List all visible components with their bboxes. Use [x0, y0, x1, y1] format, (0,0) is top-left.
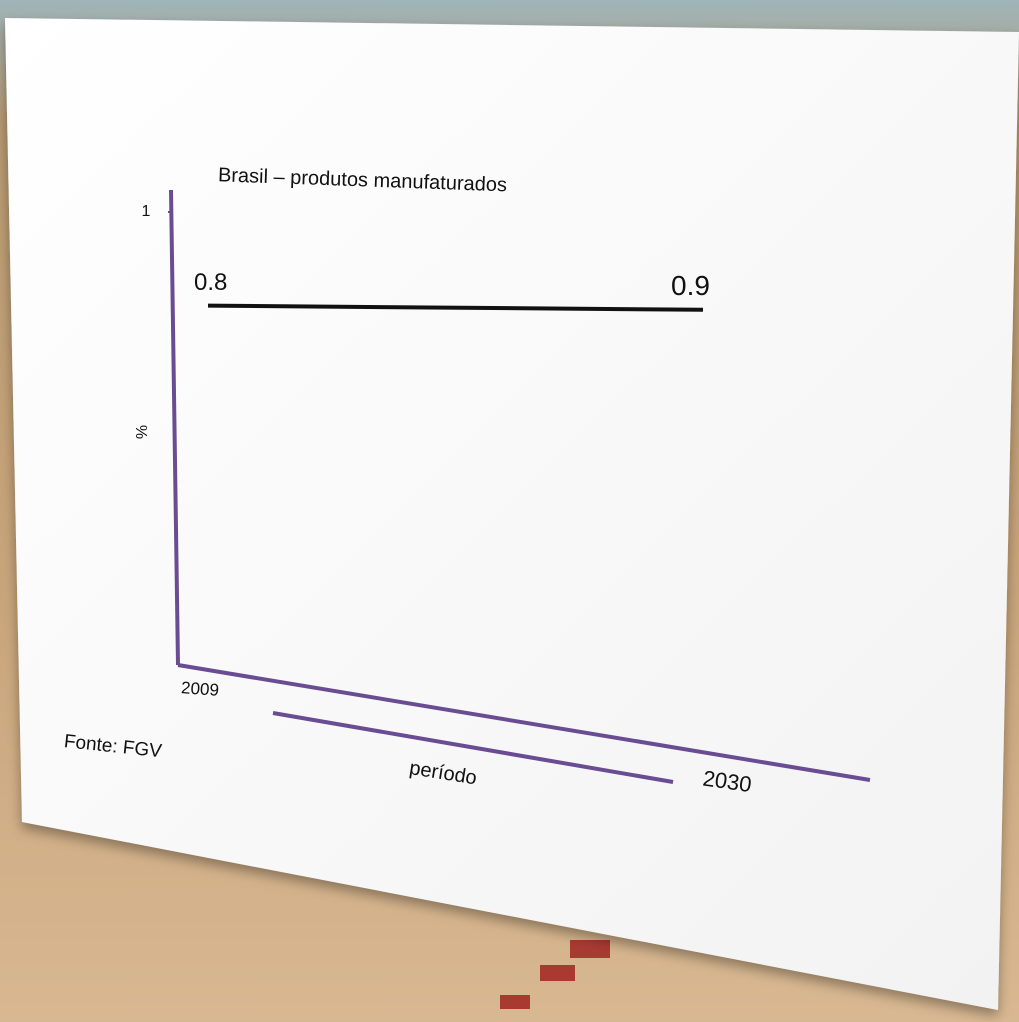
slide: Brasil – produtos manufaturados % períod… — [0, 0, 1019, 1022]
y-tick-label: 1 — [142, 203, 151, 220]
data-label: 0.8 — [194, 269, 227, 296]
x-tick-label: 2009 — [181, 678, 220, 700]
data-label: 0.9 — [671, 270, 710, 301]
y-axis-label: % — [132, 425, 149, 439]
